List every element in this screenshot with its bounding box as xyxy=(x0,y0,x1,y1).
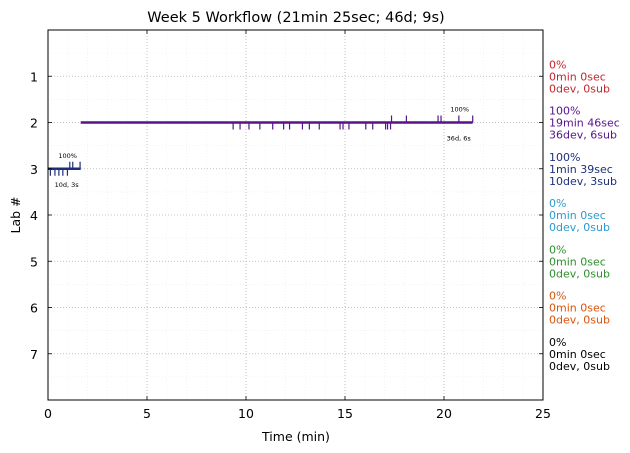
y-tick-label: 3 xyxy=(30,162,38,177)
lab-5-counts: 0dev, 0sub xyxy=(549,267,610,280)
lab-5-percent: 0% xyxy=(549,243,566,256)
lab-2-bar-counts: 36d, 6s xyxy=(447,135,472,143)
lab-2-bar-percent: 100% xyxy=(450,106,469,114)
lab-3-bar-counts: 10d, 3s xyxy=(55,181,80,189)
y-tick-label: 7 xyxy=(30,347,38,362)
lab-2-percent: 100% xyxy=(549,105,580,118)
lab-3-bar-percent: 100% xyxy=(58,152,77,160)
lab-1-time: 0min 0sec xyxy=(549,70,606,83)
lab-2-counts: 36dev, 6sub xyxy=(549,129,617,142)
lab-3-time: 1min 39sec xyxy=(549,163,613,176)
y-tick-label: 1 xyxy=(30,69,38,84)
chart-title: Week 5 Workflow (21min 25sec; 46d; 9s) xyxy=(147,10,444,26)
lab-6-percent: 0% xyxy=(549,290,566,303)
x-axis: 0 5 10 15 20 25 xyxy=(44,30,551,421)
lab-3-percent: 100% xyxy=(549,151,580,164)
y-axis: 1 2 3 4 5 6 7 xyxy=(30,69,543,362)
x-tick-label: 25 xyxy=(535,406,551,421)
lab-6-counts: 0dev, 0sub xyxy=(549,314,610,327)
y-tick-label: 2 xyxy=(30,116,38,131)
x-axis-label: Time (min) xyxy=(261,429,330,444)
y-tick-label: 4 xyxy=(30,208,38,223)
x-tick-label: 5 xyxy=(143,406,151,421)
lab-4-time: 0min 0sec xyxy=(549,209,606,222)
lab-7-counts: 0dev, 0sub xyxy=(549,360,610,373)
chart-marks: 100% 36d, 6s 100% 10d, 3s xyxy=(48,106,474,189)
lab-5-time: 0min 0sec xyxy=(549,255,606,268)
lab-7-percent: 0% xyxy=(549,336,566,349)
x-tick-label: 15 xyxy=(337,406,353,421)
x-tick-label: 20 xyxy=(436,406,452,421)
x-tick-label: 0 xyxy=(44,406,52,421)
lab-1-percent: 0% xyxy=(549,58,566,71)
lab-3-counts: 10dev, 3sub xyxy=(549,175,617,188)
lab-1-counts: 0dev, 0sub xyxy=(549,82,610,95)
y-tick-label: 5 xyxy=(30,254,38,269)
lab-2-time: 19min 46sec xyxy=(549,117,620,130)
lab-4-percent: 0% xyxy=(549,197,566,210)
lab-4-counts: 0dev, 0sub xyxy=(549,221,610,234)
lab-7-time: 0min 0sec xyxy=(549,348,606,361)
y-tick-label: 6 xyxy=(30,301,38,316)
x-tick-label: 10 xyxy=(238,406,254,421)
y-axis-label: Lab # xyxy=(8,196,23,233)
lab-6-time: 0min 0sec xyxy=(549,302,606,315)
major-grid xyxy=(48,30,543,400)
